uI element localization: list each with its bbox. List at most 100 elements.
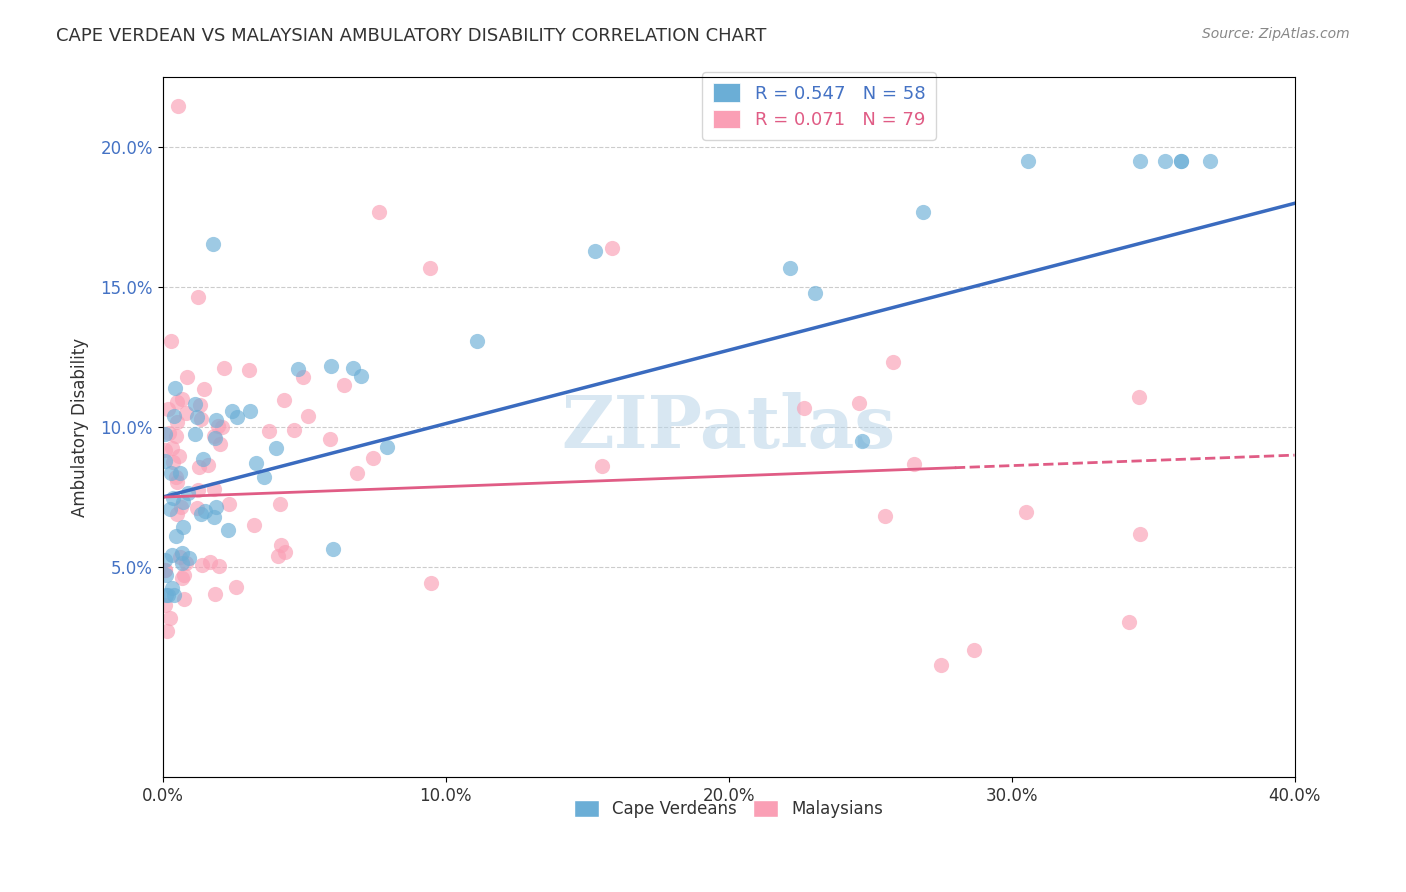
Cape Verdeans [583,244,606,259]
Cape Verdeans [183,396,205,410]
Malaysians [211,420,233,434]
Malaysians [174,556,197,570]
Malaysians [166,475,188,489]
Malaysians [197,458,219,473]
Cape Verdeans [172,495,194,509]
Malaysians [346,466,368,480]
Text: ZIPatlas: ZIPatlas [561,392,896,463]
Cape Verdeans [221,404,243,418]
Malaysians [174,406,197,420]
Malaysians [190,558,212,573]
Malaysians [173,592,195,607]
Cape Verdeans [155,454,177,468]
Cape Verdeans [803,286,825,301]
Cape Verdeans [155,588,177,602]
Malaysians [238,363,260,377]
Malaysians [793,401,815,416]
Malaysians [166,395,188,409]
Cape Verdeans [205,413,228,427]
Malaysians [188,398,211,412]
Cape Verdeans [239,404,262,418]
Malaysians [162,441,184,455]
Malaysians [283,423,305,437]
Cape Verdeans [342,360,364,375]
Cape Verdeans [193,452,215,467]
Cape Verdeans [287,362,309,376]
Malaysians [1129,526,1152,541]
Malaysians [202,482,225,496]
Malaysians [166,507,188,521]
Malaysians [187,483,209,497]
Malaysians [173,567,195,582]
Cape Verdeans [1198,154,1220,169]
Malaysians [187,290,209,304]
Malaysians [165,470,187,484]
Malaysians [270,538,292,552]
Cape Verdeans [266,442,288,456]
Cape Verdeans [159,502,181,516]
Cape Verdeans [202,236,225,251]
Malaysians [367,205,389,219]
Malaysians [209,437,232,451]
Malaysians [157,425,180,440]
Malaysians [190,411,212,425]
Malaysians [218,497,240,511]
Malaysians [193,382,215,396]
Malaysians [162,455,184,469]
Malaysians [186,501,208,516]
Cape Verdeans [184,426,207,441]
Cape Verdeans [162,491,184,505]
Malaysians [903,457,925,471]
Malaysians [267,549,290,564]
Malaysians [200,555,222,569]
Cape Verdeans [375,440,398,454]
Cape Verdeans [170,546,193,560]
Cape Verdeans [350,368,373,383]
Cape Verdeans [911,205,934,219]
Malaysians [155,442,177,457]
Malaysians [155,598,177,612]
Malaysians [848,396,870,410]
Malaysians [931,657,953,672]
Cape Verdeans [217,523,239,537]
Malaysians [176,369,198,384]
Malaysians [319,433,342,447]
Text: Source: ZipAtlas.com: Source: ZipAtlas.com [1202,27,1350,41]
Malaysians [166,415,188,429]
Cape Verdeans [226,410,249,425]
Cape Verdeans [1170,154,1192,169]
Malaysians [156,624,179,639]
Cape Verdeans [155,568,177,582]
Cape Verdeans [1129,154,1152,169]
Malaysians [591,459,613,474]
Cape Verdeans [319,359,342,373]
Malaysians [172,571,194,585]
Malaysians [202,429,225,443]
Cape Verdeans [155,426,177,441]
Malaysians [420,576,443,591]
Cape Verdeans [165,381,187,395]
Malaysians [166,98,188,112]
Malaysians [225,580,247,594]
Cape Verdeans [253,469,276,483]
Malaysians [159,611,181,625]
Cape Verdeans [194,504,217,518]
Malaysians [963,643,986,657]
Malaysians [204,587,226,601]
Malaysians [207,419,229,434]
Malaysians [1118,615,1140,629]
Cape Verdeans [186,410,208,425]
Cape Verdeans [177,486,200,500]
Malaysians [273,545,295,559]
Malaysians [259,424,281,438]
Cape Verdeans [179,551,201,566]
Malaysians [188,460,211,475]
Malaysians [882,355,904,369]
Cape Verdeans [160,549,183,563]
Cape Verdeans [202,509,225,524]
Cape Verdeans [169,467,191,481]
Malaysians [1015,505,1038,519]
Malaysians [273,392,295,407]
Legend: Cape Verdeans, Malaysians: Cape Verdeans, Malaysians [567,793,890,824]
Cape Verdeans [172,520,194,534]
